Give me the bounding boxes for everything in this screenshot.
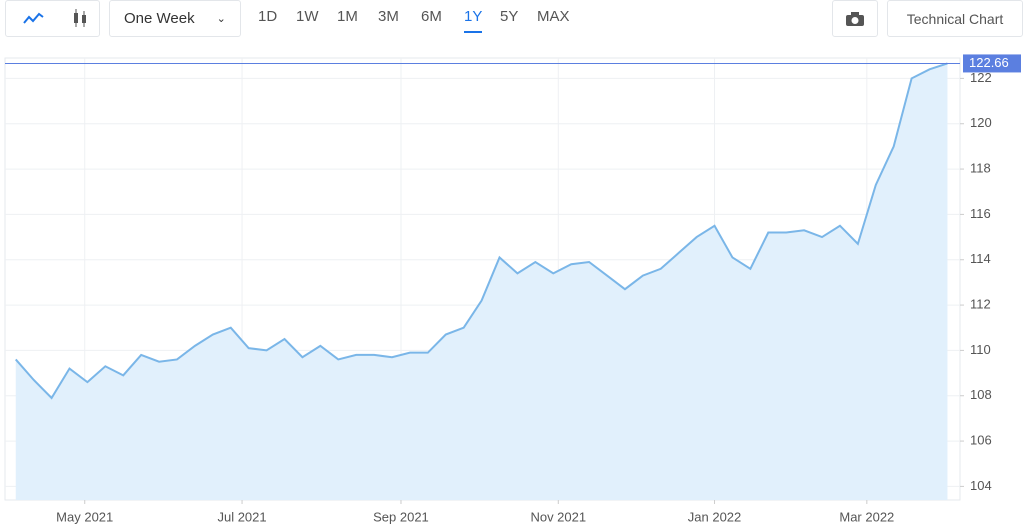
x-tick-label: Mar 2022 — [839, 509, 894, 524]
technical-label: Technical Chart — [906, 10, 1004, 27]
y-tick-label: 114 — [970, 251, 991, 266]
range-button[interactable]: 1M — [337, 8, 358, 25]
toolbar: One Week ⌄ 1D 1W 1M 3M 6M 1Y 5Y MAX Technical Ch… — [0, 0, 1023, 40]
x-tick-label: Jan 2022 — [688, 509, 742, 524]
camera-icon — [846, 11, 864, 26]
y-tick-label: 104 — [970, 478, 992, 493]
range-button[interactable]: 6M — [421, 8, 442, 25]
chart-type-icons — [23, 9, 86, 27]
y-tick-label: 122 — [970, 70, 992, 85]
caret: ⌄ — [216, 13, 226, 25]
price-line — [14, 62, 948, 400]
range-button[interactable]: 1D — [258, 8, 278, 25]
interval-label: One Week — [124, 10, 195, 27]
last-value-label: 122.66 — [969, 55, 1009, 70]
y-tick-label: 112 — [970, 297, 991, 312]
y-tick-label: 108 — [970, 387, 992, 402]
last-value-tag — [963, 54, 1021, 73]
x-tick-label: Nov 2021 — [530, 509, 586, 524]
snapshot-button[interactable] — [832, 0, 878, 37]
range-button[interactable]: 5Y — [500, 8, 519, 25]
y-tick-label: 116 — [970, 206, 991, 221]
y-tick-label: 110 — [970, 342, 991, 357]
y-tick-label: 106 — [970, 433, 992, 448]
y-tick-label: 118 — [970, 161, 991, 176]
area-fill — [15, 63, 948, 500]
interval-dropdown[interactable]: One Week ⌄ — [109, 0, 241, 37]
y-tick-label: 120 — [970, 115, 992, 130]
x-tick-label: May 2021 — [56, 509, 113, 524]
chart-type-group — [5, 0, 100, 37]
x-tick-label: Sep 2021 — [373, 509, 429, 524]
range-button[interactable]: 3M — [378, 8, 399, 25]
range-button[interactable]: 1W — [296, 8, 319, 25]
x-tick-label: Jul 2021 — [217, 509, 266, 524]
range-button[interactable]: 1Y — [464, 8, 483, 33]
line-icon[interactable] — [23, 12, 44, 24]
range-button[interactable]: MAX — [537, 8, 570, 25]
